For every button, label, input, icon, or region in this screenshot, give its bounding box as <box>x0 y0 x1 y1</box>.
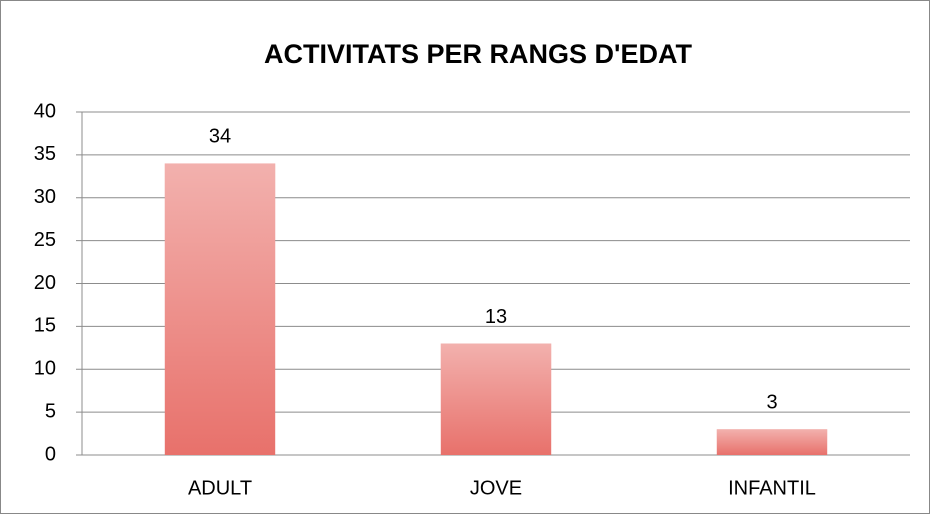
y-tick-label: 35 <box>34 143 56 165</box>
x-tick-label: ADULT <box>188 477 252 499</box>
y-tick-label: 0 <box>45 443 56 465</box>
x-tick-label: INFANTIL <box>728 477 816 499</box>
data-label: 34 <box>209 126 231 148</box>
data-label: 3 <box>766 392 777 414</box>
data-label: 13 <box>485 306 507 328</box>
bar <box>440 343 552 455</box>
y-tick-label: 25 <box>34 229 56 251</box>
bar <box>716 429 828 455</box>
y-tick-label: 10 <box>34 358 56 380</box>
y-tick-label: 30 <box>34 186 56 208</box>
y-tick-label: 15 <box>34 315 56 337</box>
x-tick-label: JOVE <box>470 477 522 499</box>
y-tick-label: 40 <box>34 100 56 122</box>
y-tick-label: 20 <box>34 272 56 294</box>
y-tick-label: 5 <box>45 400 56 422</box>
bar <box>164 163 276 455</box>
chart-title: ACTIVITATS PER RANGS D'EDAT <box>264 39 692 69</box>
